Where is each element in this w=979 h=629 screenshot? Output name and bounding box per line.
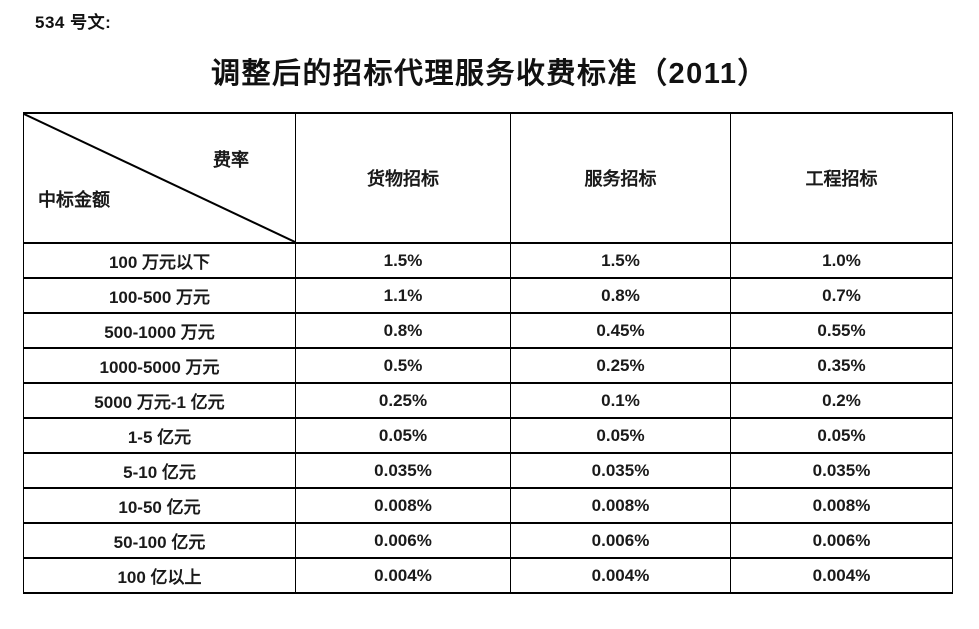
diagonal-line bbox=[24, 114, 295, 242]
table-row: 5000 万元-1 亿元 0.25% 0.1% 0.2% bbox=[23, 382, 953, 419]
rate-cell: 0.004% bbox=[730, 557, 953, 594]
rate-cell: 0.8% bbox=[295, 312, 511, 349]
corner-label-amount: 中标金额 bbox=[38, 190, 110, 210]
rate-cell: 1.1% bbox=[295, 277, 511, 314]
col-header-goods: 货物招标 bbox=[295, 112, 511, 244]
rate-cell: 1.0% bbox=[730, 242, 953, 279]
rate-cell: 0.008% bbox=[510, 487, 731, 524]
rate-cell: 0.008% bbox=[730, 487, 953, 524]
col-header-service: 服务招标 bbox=[510, 112, 731, 244]
corner-cell: 费率 中标金额 bbox=[23, 112, 296, 244]
amount-cell: 5000 万元-1 亿元 bbox=[23, 382, 296, 419]
rate-cell: 0.5% bbox=[295, 347, 511, 384]
rate-cell: 0.8% bbox=[510, 277, 731, 314]
rate-cell: 0.05% bbox=[730, 417, 953, 454]
amount-cell: 100-500 万元 bbox=[23, 277, 296, 314]
rate-cell: 0.25% bbox=[295, 382, 511, 419]
page-title: 调整后的招标代理服务收费标准（2011） bbox=[211, 58, 768, 90]
rate-cell: 0.25% bbox=[510, 347, 731, 384]
fee-table: 费率 中标金额 货物招标 服务招标 工程招标 100 万元以下 1.5% 1.5… bbox=[23, 112, 953, 594]
rate-cell: 0.004% bbox=[295, 557, 511, 594]
table-row: 10-50 亿元 0.008% 0.008% 0.008% bbox=[23, 487, 953, 524]
rate-cell: 0.1% bbox=[510, 382, 731, 419]
doc-ref-number: 534 号文: bbox=[35, 13, 112, 32]
amount-cell: 5-10 亿元 bbox=[23, 452, 296, 489]
amount-cell: 100 亿以上 bbox=[23, 557, 296, 594]
rate-cell: 0.004% bbox=[510, 557, 731, 594]
table-row: 100 万元以下 1.5% 1.5% 1.0% bbox=[23, 242, 953, 279]
table-row: 1-5 亿元 0.05% 0.05% 0.05% bbox=[23, 417, 953, 454]
amount-cell: 1000-5000 万元 bbox=[23, 347, 296, 384]
rate-cell: 1.5% bbox=[295, 242, 511, 279]
rate-cell: 0.008% bbox=[295, 487, 511, 524]
rate-cell: 0.7% bbox=[730, 277, 953, 314]
table-row: 500-1000 万元 0.8% 0.45% 0.55% bbox=[23, 312, 953, 349]
table-row: 5-10 亿元 0.035% 0.035% 0.035% bbox=[23, 452, 953, 489]
rate-cell: 0.006% bbox=[295, 522, 511, 559]
table-row: 100-500 万元 1.1% 0.8% 0.7% bbox=[23, 277, 953, 314]
rate-cell: 0.006% bbox=[510, 522, 731, 559]
col-header-works: 工程招标 bbox=[730, 112, 953, 244]
rate-cell: 0.2% bbox=[730, 382, 953, 419]
amount-cell: 10-50 亿元 bbox=[23, 487, 296, 524]
table-header-row: 费率 中标金额 货物招标 服务招标 工程招标 bbox=[23, 112, 953, 244]
rate-cell: 0.006% bbox=[730, 522, 953, 559]
rate-cell: 0.035% bbox=[295, 452, 511, 489]
rate-cell: 0.55% bbox=[730, 312, 953, 349]
table-row: 1000-5000 万元 0.5% 0.25% 0.35% bbox=[23, 347, 953, 384]
rate-cell: 0.05% bbox=[295, 417, 511, 454]
table-row: 100 亿以上 0.004% 0.004% 0.004% bbox=[23, 557, 953, 594]
amount-cell: 1-5 亿元 bbox=[23, 417, 296, 454]
corner-label-rate: 费率 bbox=[213, 150, 249, 170]
rate-cell: 1.5% bbox=[510, 242, 731, 279]
rate-cell: 0.05% bbox=[510, 417, 731, 454]
amount-cell: 500-1000 万元 bbox=[23, 312, 296, 349]
rate-cell: 0.035% bbox=[730, 452, 953, 489]
rate-cell: 0.45% bbox=[510, 312, 731, 349]
table-row: 50-100 亿元 0.006% 0.006% 0.006% bbox=[23, 522, 953, 559]
amount-cell: 50-100 亿元 bbox=[23, 522, 296, 559]
rate-cell: 0.035% bbox=[510, 452, 731, 489]
rate-cell: 0.35% bbox=[730, 347, 953, 384]
amount-cell: 100 万元以下 bbox=[23, 242, 296, 279]
